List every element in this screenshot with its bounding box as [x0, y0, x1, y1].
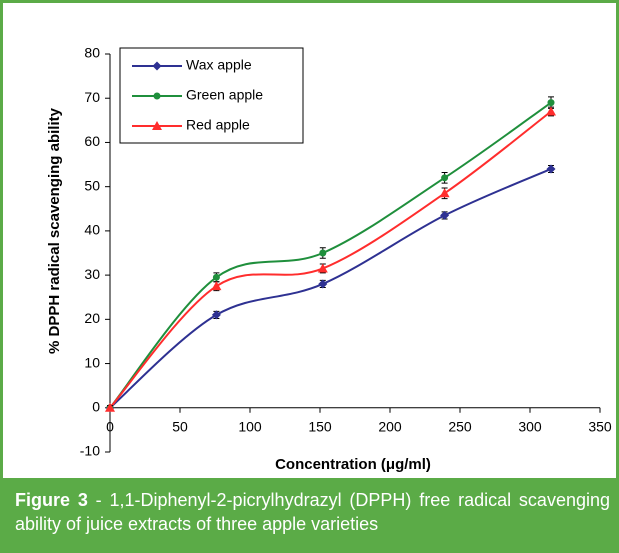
marker: [318, 279, 328, 289]
marker: [547, 99, 555, 107]
marker: [211, 281, 222, 291]
y-axis-title: % DPPH radical scavenging ability: [46, 107, 63, 354]
marker: [546, 106, 556, 116]
marker: [317, 263, 328, 273]
x-axis-title: Concentration (μg/ml): [275, 456, 431, 473]
line: [109, 101, 552, 409]
legend-marker: [152, 61, 162, 71]
marker: [546, 164, 556, 174]
x-tick-label: 350: [588, 418, 612, 434]
caption-label: Figure 3: [15, 490, 88, 510]
x-tick-label: 300: [518, 418, 542, 434]
y-tick-label: 70: [84, 89, 100, 105]
chart: % DPPH radical scavenging ability Concen…: [46, 45, 612, 473]
y-tick-label: 80: [84, 45, 100, 61]
marker: [105, 402, 115, 412]
y-tick-label: 10: [84, 354, 100, 370]
legend-marker: [152, 121, 162, 130]
marker: [441, 174, 449, 182]
x-tick-label: 200: [378, 418, 402, 434]
legend-marker: [153, 92, 161, 100]
x-tick-label: 0: [106, 418, 114, 434]
marker: [212, 273, 220, 281]
legend-label: Red apple: [186, 117, 250, 133]
caption: Figure 3 - 1,1-Diphenyl-2-picrylhydrazyl…: [3, 478, 616, 553]
x-tick-label: 150: [308, 418, 332, 434]
marker: [319, 249, 327, 257]
y-tick-label: 50: [84, 177, 100, 193]
y-tick-label: 30: [84, 266, 100, 282]
caption-text: - 1,1-Diphenyl-2-picrylhydrazyl (DPPH) f…: [15, 490, 610, 534]
marker: [440, 210, 450, 220]
x-tick-label: 50: [172, 418, 188, 434]
y-tick-label: 20: [84, 310, 100, 326]
y-tick-label: 60: [84, 133, 100, 149]
line: [109, 168, 552, 409]
marker: [439, 188, 450, 198]
legend-label: Green apple: [186, 87, 263, 103]
line: [109, 110, 552, 409]
y-tick-label: 0: [92, 398, 100, 414]
y-tick-label: 40: [84, 222, 100, 238]
y-tick-label: -10: [80, 443, 100, 459]
x-tick-label: 250: [448, 418, 472, 434]
marker: [211, 310, 221, 320]
legend-label: Wax apple: [186, 57, 252, 73]
x-tick-label: 100: [238, 418, 262, 434]
